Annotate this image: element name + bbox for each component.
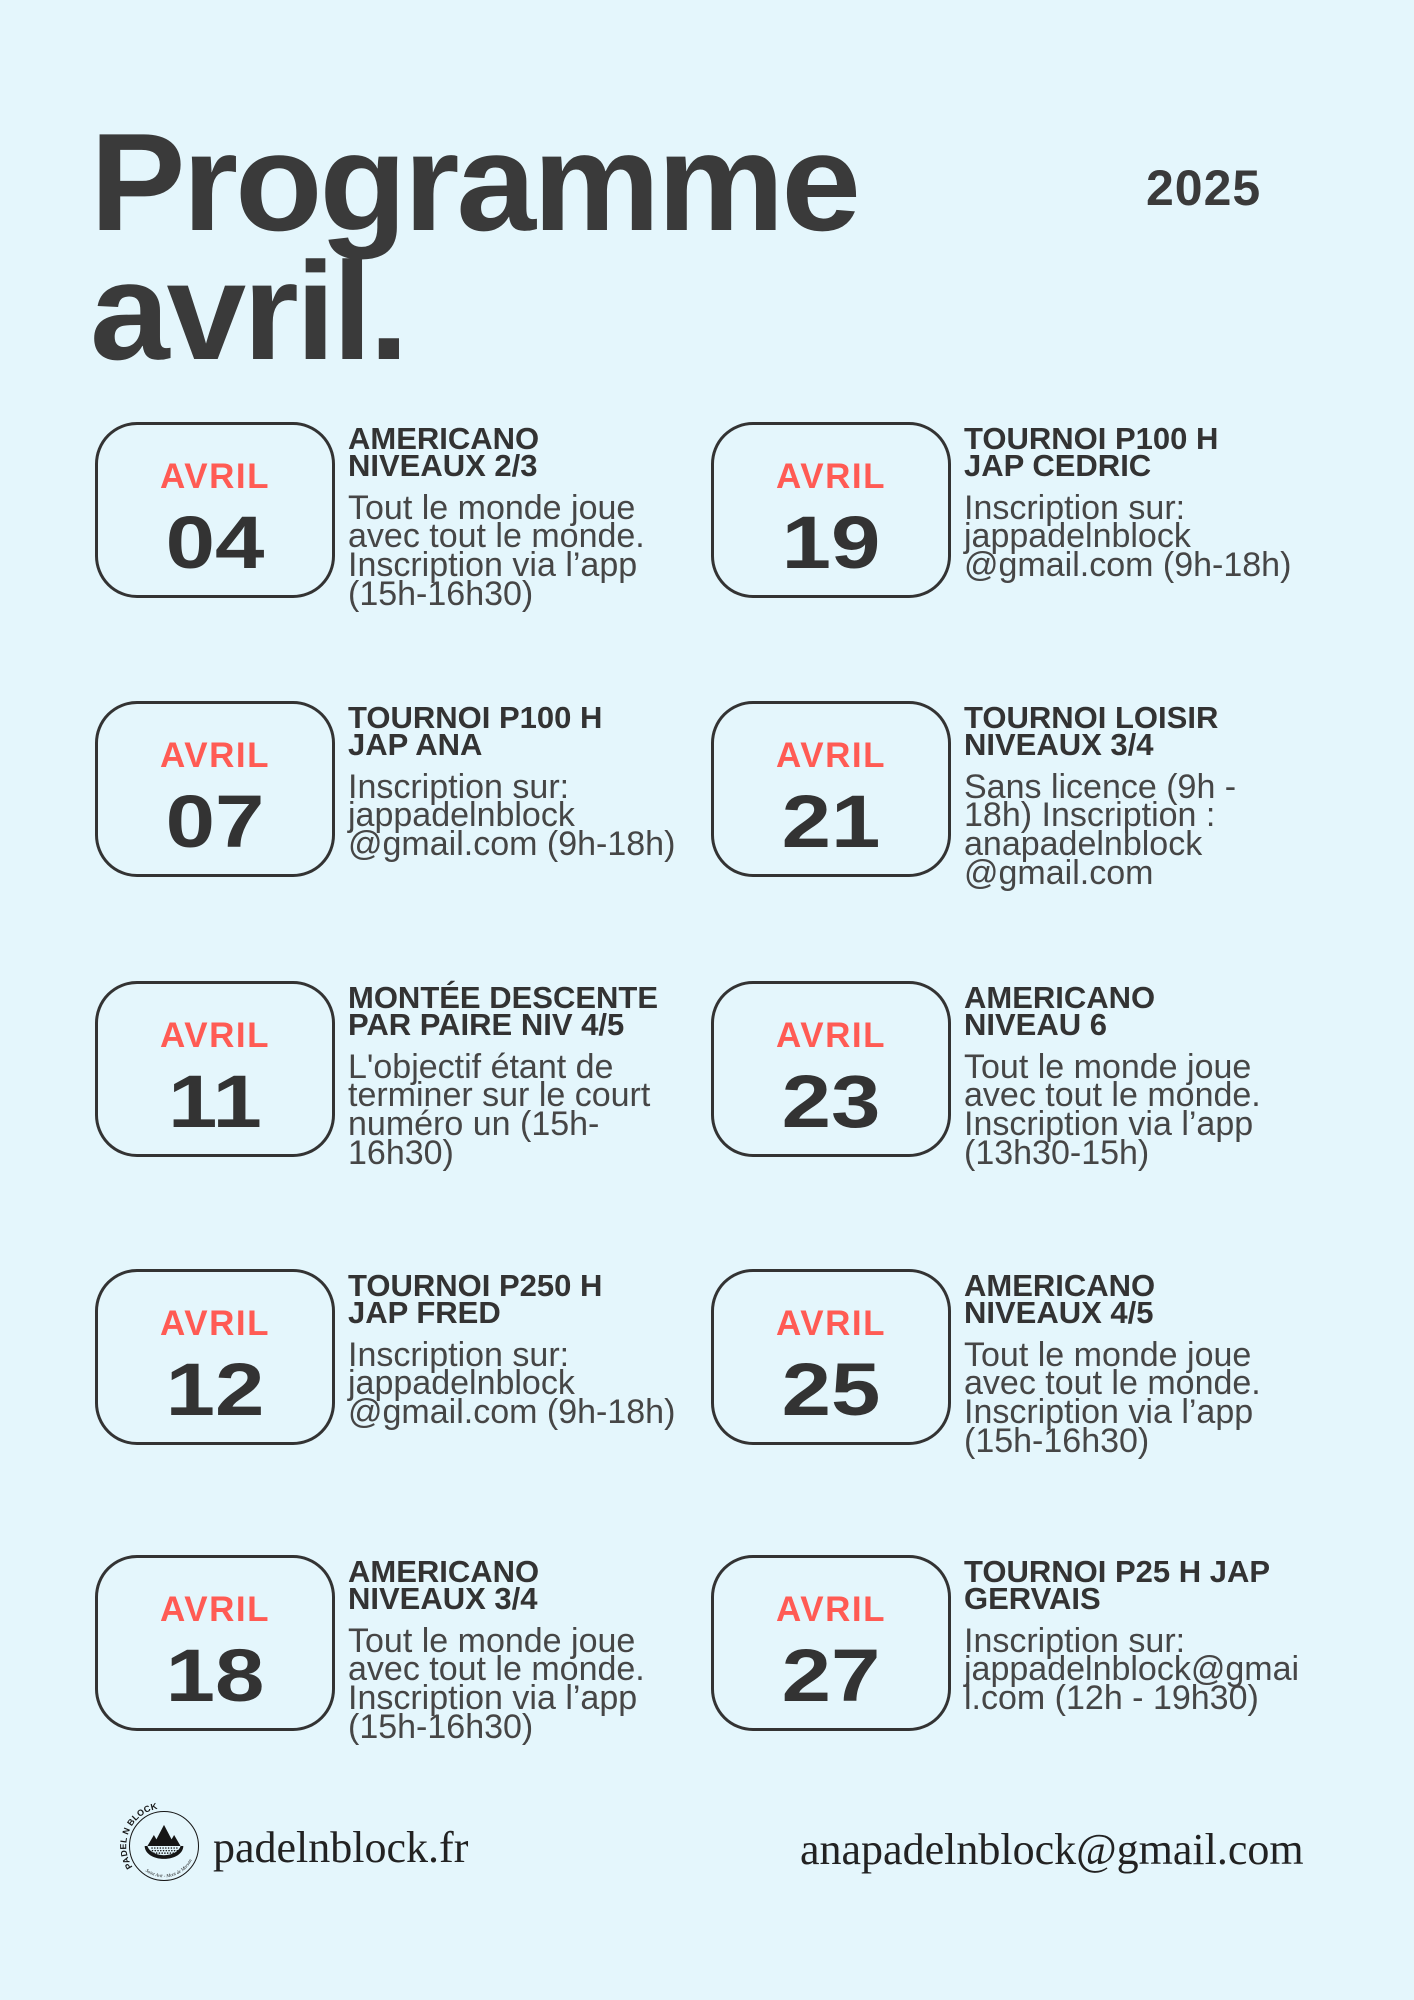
svg-text:Saint Avit - Mont de Marsan: Saint Avit - Mont de Marsan (144, 1858, 194, 1879)
svg-text:PADEL N BLOCK: PADEL N BLOCK (118, 1801, 158, 1871)
